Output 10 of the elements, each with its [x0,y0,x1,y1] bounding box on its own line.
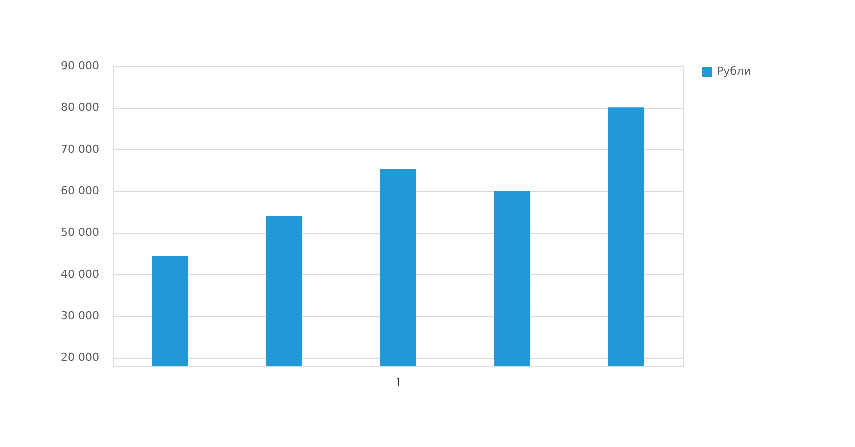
y-tick-label: 20 000 [61,351,100,364]
legend-label: Рубли [717,65,752,78]
x-axis-title: 1 [395,374,402,390]
y-tick-label: 60 000 [61,184,100,198]
y-tick-label: 90 000 [61,60,100,72]
y-tick-label: 50 000 [61,226,100,240]
y-tick-label: 30 000 [61,310,100,322]
y-tick-label: 80 000 [61,101,100,114]
y-tick-label: 70 000 [61,142,100,156]
y-tick-label: 40 000 [61,268,100,281]
